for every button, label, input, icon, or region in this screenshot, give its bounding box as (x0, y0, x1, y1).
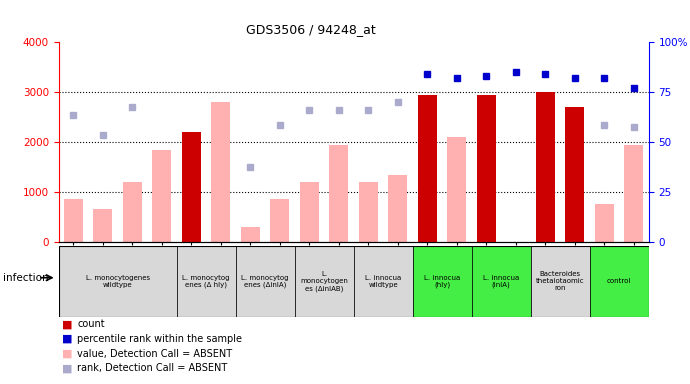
Text: value, Detection Call = ABSENT: value, Detection Call = ABSENT (77, 349, 233, 359)
Text: ■: ■ (62, 319, 72, 329)
Bar (299, 182, 319, 242)
Text: L. monocytog
enes (Δ hly): L. monocytog enes (Δ hly) (182, 275, 230, 288)
Text: count: count (77, 319, 105, 329)
Bar (152, 149, 172, 242)
Text: L.
monocytogen
es (ΔinlAB): L. monocytogen es (ΔinlAB) (300, 271, 348, 291)
Bar (477, 95, 496, 242)
Bar (531, 246, 589, 317)
Bar (535, 92, 555, 242)
Text: rank, Detection Call = ABSENT: rank, Detection Call = ABSENT (77, 363, 228, 373)
Bar (359, 182, 378, 242)
Bar (241, 227, 260, 242)
Bar (417, 95, 437, 242)
Text: ■: ■ (62, 334, 72, 344)
Text: ■: ■ (62, 363, 72, 373)
Bar (565, 107, 584, 242)
Bar (211, 102, 230, 242)
Bar (589, 246, 649, 317)
Bar (353, 246, 413, 317)
Bar (59, 246, 177, 317)
Bar (413, 246, 472, 317)
Bar (181, 132, 201, 242)
Text: L. innocua
(inlA): L. innocua (inlA) (483, 275, 520, 288)
Bar (235, 246, 295, 317)
Bar (270, 200, 290, 242)
Text: L. monocytogenes
wildtype: L. monocytogenes wildtype (86, 275, 150, 288)
Text: Bacteroides
thetaiotaomic
ron: Bacteroides thetaiotaomic ron (536, 271, 584, 291)
Text: L. innocua
(hly): L. innocua (hly) (424, 275, 460, 288)
Bar (388, 175, 408, 242)
Bar (177, 246, 235, 317)
Text: L. monocytog
enes (ΔinlA): L. monocytog enes (ΔinlA) (241, 275, 289, 288)
Bar (329, 145, 348, 242)
Text: L. innocua
wildtype: L. innocua wildtype (365, 275, 402, 288)
Bar (595, 205, 614, 242)
Bar (295, 246, 353, 317)
Bar (123, 182, 142, 242)
Bar (624, 145, 644, 242)
Bar (93, 210, 112, 242)
Bar (472, 246, 531, 317)
Text: GDS3506 / 94248_at: GDS3506 / 94248_at (246, 23, 375, 36)
Text: ■: ■ (62, 349, 72, 359)
Bar (447, 137, 466, 242)
Bar (63, 200, 83, 242)
Text: percentile rank within the sample: percentile rank within the sample (77, 334, 242, 344)
Text: control: control (607, 278, 631, 284)
Text: infection: infection (3, 273, 49, 283)
